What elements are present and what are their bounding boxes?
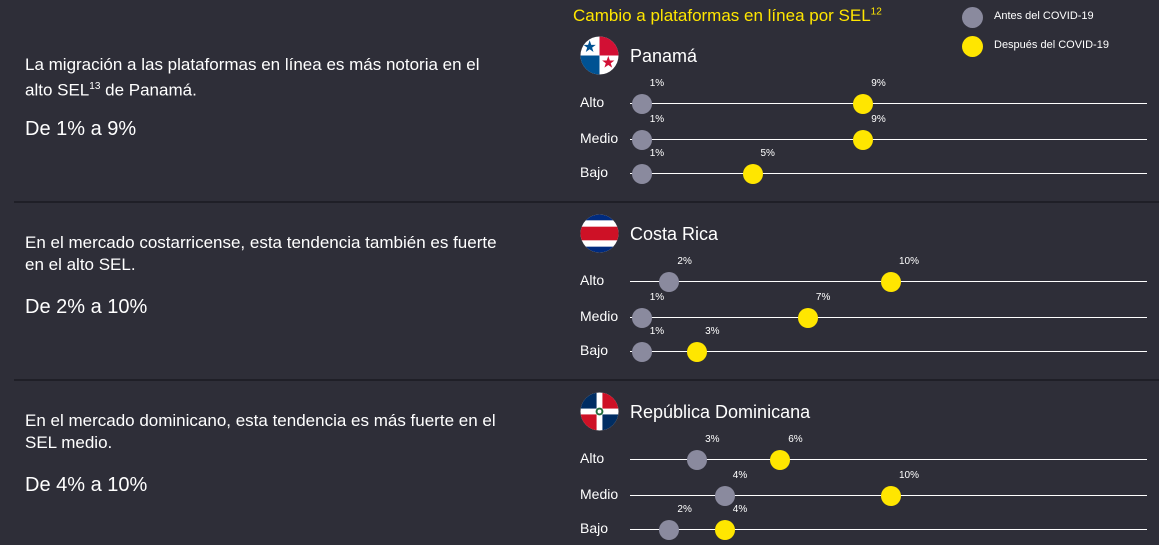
country-name: Panamá	[630, 46, 698, 66]
dot-before-covid	[659, 272, 680, 292]
row-axis-line	[630, 317, 1147, 318]
panel-description-footnote: 13	[89, 81, 101, 92]
row-axis-line	[630, 529, 1147, 530]
legend-item-after: Después del COVID-19	[962, 35, 1152, 57]
dot-before-covid	[631, 308, 652, 328]
section-divider	[14, 379, 1159, 381]
data-label-after: 7%	[815, 292, 831, 303]
data-label-after: 5%	[760, 148, 775, 159]
dot-row: Bajo 1% 3%	[0, 326, 1159, 364]
country-name: Costa Rica	[630, 224, 719, 244]
row-axis-line	[630, 139, 1147, 140]
dot-before-covid	[631, 94, 652, 114]
panel-description-text: En el mercado dominicano, esta tendencia…	[25, 411, 496, 452]
panel-description: En el mercado costarricense, esta tenden…	[25, 232, 505, 276]
panel-description-text: La migración a las plataformas en línea …	[25, 55, 480, 100]
dot-row: Medio 1% 9%	[0, 114, 1159, 152]
data-label-before: 1%	[649, 292, 665, 303]
panel-description: La migración a las plataformas en línea …	[25, 54, 505, 102]
data-label-before: 1%	[649, 148, 665, 159]
legend-label-after: Después del COVID-19	[994, 39, 1109, 51]
dot-after-covid	[687, 342, 708, 362]
data-label-after: 4%	[732, 504, 748, 515]
dot-before-covid	[631, 164, 652, 184]
dot-before-covid	[631, 342, 652, 362]
country-panel: La migración a las plataformas en línea …	[0, 0, 1159, 184]
dot-after-covid	[742, 164, 763, 184]
data-label-before: 1%	[649, 114, 665, 125]
panama-flag-icon	[580, 36, 619, 75]
row-axis-line	[630, 103, 1147, 104]
panel-headline: De 2% a 10%	[25, 296, 148, 318]
panel-headline: De 1% a 9%	[25, 118, 137, 140]
chart-title-footnote: 12	[870, 6, 882, 18]
data-label-before: 1%	[649, 78, 665, 89]
data-label-before: 2%	[677, 504, 692, 515]
dot-after-covid	[714, 520, 735, 540]
country-panel: En el mercado costarricense, esta tenden…	[0, 178, 1159, 362]
country-name: República Dominicana	[630, 402, 811, 422]
dot-before-covid	[659, 520, 680, 540]
legend-marker-after	[962, 36, 983, 57]
row-axis-line	[630, 351, 1147, 352]
dot-after-covid	[881, 272, 901, 292]
row-label: Alto	[580, 94, 605, 110]
dot-after-covid	[770, 450, 791, 470]
dot-row: Alto 3% 6%	[0, 434, 1159, 472]
dot-before-covid	[631, 130, 652, 150]
dot-before-covid	[687, 450, 708, 470]
row-label: Alto	[580, 272, 605, 288]
row-label: Medio	[580, 130, 619, 146]
panel-description-text-end: de Panamá.	[100, 80, 197, 100]
row-axis-line	[630, 459, 1147, 460]
row-label: Medio	[580, 308, 619, 324]
panel-description: En el mercado dominicano, esta tendencia…	[25, 410, 505, 454]
panel-headline: De 4% a 10%	[25, 474, 148, 496]
data-label-after: 9%	[871, 78, 886, 89]
data-label-after: 6%	[788, 434, 803, 445]
dot-row: Alto 1% 9%	[0, 78, 1159, 116]
dot-after-covid	[881, 486, 901, 506]
row-axis-line	[630, 173, 1147, 174]
data-label-after: 3%	[705, 326, 720, 337]
row-label: Alto	[580, 450, 605, 466]
row-label: Bajo	[580, 164, 609, 180]
row-label: Bajo	[580, 520, 609, 536]
data-label-before: 1%	[649, 326, 665, 337]
data-label-after: 9%	[871, 114, 886, 125]
data-label-before: 2%	[677, 256, 692, 267]
dot-row: Medio 1% 7%	[0, 292, 1159, 330]
legend-label-before: Antes del COVID-19	[994, 10, 1094, 22]
chart-title-text: Cambio a plataformas en línea por SEL	[573, 6, 871, 25]
dot-after-covid	[853, 94, 874, 114]
dot-after-covid	[797, 308, 818, 328]
data-label-before: 3%	[705, 434, 720, 445]
row-label: Medio	[580, 486, 619, 502]
legend-marker-before	[962, 7, 983, 28]
chart-title: Cambio a plataformas en línea por SEL12	[573, 6, 882, 26]
country-panel: En el mercado dominicano, esta tendencia…	[0, 356, 1159, 540]
dot-row: Bajo 2% 4%	[0, 504, 1159, 542]
dot-row: Bajo 1% 5%	[0, 148, 1159, 186]
panel-description-text: En el mercado costarricense, esta tenden…	[25, 233, 497, 274]
dot-row: Alto 2% 10%	[0, 256, 1159, 294]
row-label: Bajo	[580, 342, 609, 358]
dot-after-covid	[853, 130, 874, 150]
data-label-after: 10%	[899, 470, 920, 481]
section-divider	[14, 201, 1159, 203]
costa-rica-flag-icon	[580, 214, 619, 253]
dot-before-covid	[714, 486, 735, 506]
dot-row: Medio 4% 10%	[0, 470, 1159, 508]
dominican-republic-flag-icon	[580, 392, 619, 431]
legend-item-before: Antes del COVID-19	[962, 6, 1152, 28]
data-label-after: 10%	[899, 256, 920, 267]
data-label-before: 4%	[732, 470, 748, 481]
